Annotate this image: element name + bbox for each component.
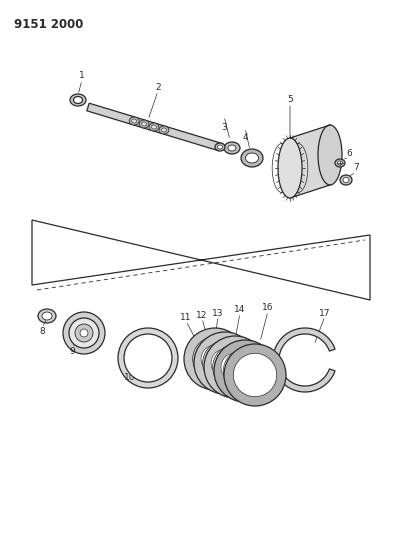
Text: 2: 2 [155, 83, 161, 92]
Ellipse shape [75, 324, 93, 342]
Ellipse shape [194, 332, 256, 394]
Text: 3: 3 [221, 124, 227, 133]
Text: 15: 15 [216, 387, 228, 397]
Polygon shape [87, 103, 221, 151]
Ellipse shape [203, 341, 247, 385]
Ellipse shape [184, 328, 246, 390]
Ellipse shape [193, 337, 237, 381]
Ellipse shape [74, 96, 83, 103]
Ellipse shape [335, 159, 345, 167]
Ellipse shape [204, 336, 266, 398]
Ellipse shape [217, 145, 222, 149]
Ellipse shape [221, 353, 249, 381]
Ellipse shape [337, 161, 342, 165]
Text: 6: 6 [346, 149, 352, 157]
Ellipse shape [149, 123, 159, 131]
Text: 7: 7 [353, 164, 359, 173]
Ellipse shape [139, 120, 149, 128]
Ellipse shape [152, 125, 157, 129]
Polygon shape [32, 220, 370, 300]
Ellipse shape [215, 143, 225, 151]
Ellipse shape [241, 149, 263, 167]
Ellipse shape [80, 329, 88, 337]
Ellipse shape [211, 349, 239, 377]
Ellipse shape [63, 312, 105, 354]
Ellipse shape [343, 177, 349, 182]
Ellipse shape [340, 175, 352, 185]
Ellipse shape [38, 309, 56, 323]
Ellipse shape [224, 344, 286, 406]
Ellipse shape [142, 122, 147, 126]
Ellipse shape [201, 345, 229, 373]
Ellipse shape [214, 340, 276, 402]
Text: 13: 13 [212, 309, 224, 318]
Text: 4: 4 [242, 133, 248, 142]
Text: 8: 8 [39, 327, 45, 336]
Ellipse shape [124, 334, 172, 382]
Ellipse shape [69, 318, 99, 348]
Text: 16: 16 [262, 303, 274, 312]
Ellipse shape [132, 119, 137, 123]
Ellipse shape [42, 312, 52, 320]
Ellipse shape [245, 153, 259, 163]
Text: 5: 5 [287, 95, 293, 104]
Ellipse shape [228, 145, 236, 151]
Text: 17: 17 [319, 309, 331, 318]
Text: 9: 9 [69, 348, 75, 357]
Ellipse shape [278, 138, 302, 198]
Ellipse shape [129, 117, 139, 125]
Text: 12: 12 [196, 311, 208, 319]
Text: 10: 10 [124, 374, 136, 383]
Ellipse shape [70, 94, 86, 106]
Text: 1: 1 [79, 71, 85, 80]
Text: 11: 11 [180, 313, 192, 322]
Ellipse shape [212, 345, 257, 389]
Ellipse shape [223, 349, 267, 393]
Ellipse shape [233, 353, 277, 397]
Ellipse shape [118, 328, 178, 388]
Ellipse shape [224, 142, 240, 154]
Polygon shape [273, 328, 335, 392]
Polygon shape [290, 125, 330, 198]
Text: 14: 14 [234, 305, 246, 314]
Ellipse shape [318, 125, 342, 185]
Ellipse shape [162, 128, 166, 132]
Text: 9151 2000: 9151 2000 [14, 18, 83, 31]
Ellipse shape [159, 126, 169, 134]
